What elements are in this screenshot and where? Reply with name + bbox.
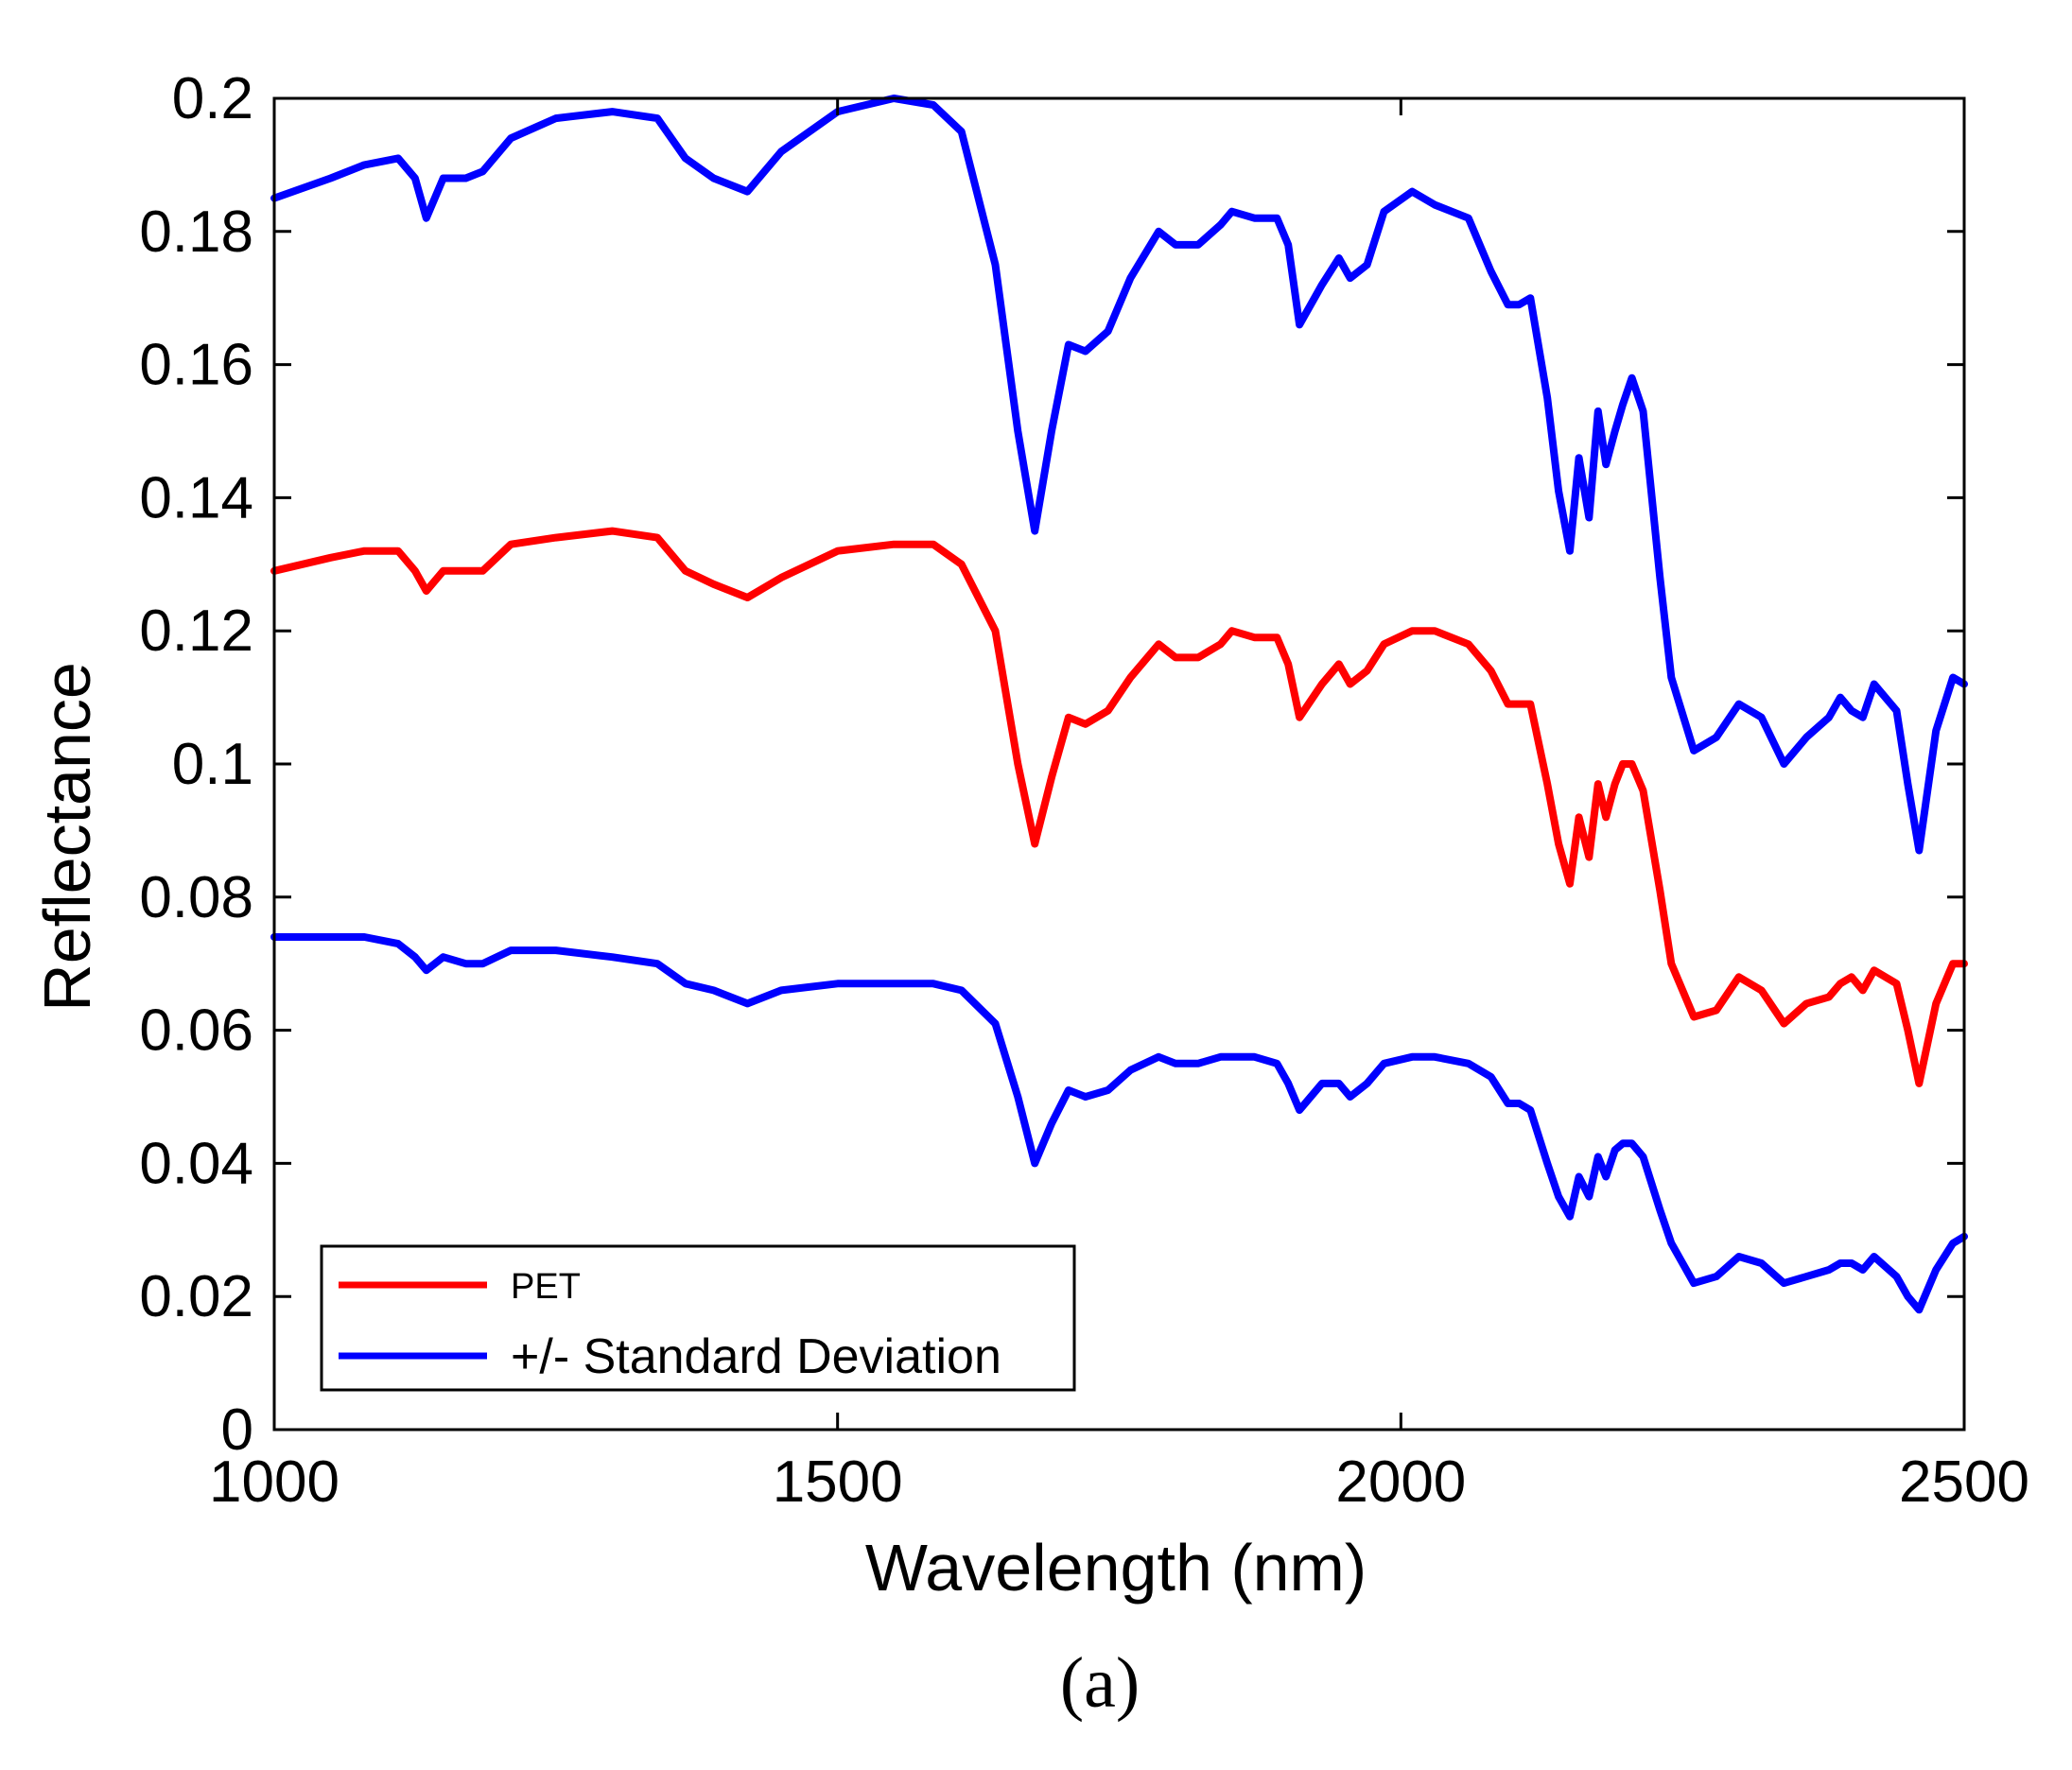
- x-tick-label: 2000: [1335, 1449, 1466, 1515]
- y-tick-label: 0.02: [139, 1264, 253, 1329]
- y-tick-label: 0: [221, 1397, 253, 1463]
- y-axis-ticks: 0 0.02 0.04 0.06 0.08 0.1 0.12 0.14 0.16 0.18 0.2: [139, 66, 1964, 1463]
- x-tick-label: 1500: [773, 1449, 903, 1515]
- y-tick-label: 0.12: [139, 599, 253, 664]
- x-tick-label: 1000: [209, 1449, 340, 1515]
- y-tick-label: 0.1: [172, 732, 253, 797]
- x-axis-label: Wavelength (nm): [865, 1531, 1367, 1605]
- series-line-upper-std: [270, 95, 1968, 855]
- series-line-pet: [270, 527, 1968, 1087]
- y-tick-label: 0.14: [139, 465, 253, 530]
- plot-frame: [272, 96, 1966, 1432]
- y-axis-label: Reflectance: [30, 662, 104, 1012]
- y-tick-label: 0.06: [139, 998, 253, 1064]
- y-tick-label: 0.08: [139, 865, 253, 930]
- legend-box: [320, 1244, 1076, 1392]
- y-tick-label: 0.18: [139, 200, 253, 265]
- legend-label-pet: PET: [511, 1267, 581, 1307]
- legend: PET +/- Standard Deviation: [320, 1244, 1076, 1392]
- y-tick-label: 0.16: [139, 333, 253, 398]
- x-axis-ticks: 1000 1500 2000 2500: [209, 98, 2029, 1515]
- series-line-lower-std: [270, 933, 1968, 1314]
- legend-label-std: +/- Standard Deviation: [511, 1329, 1001, 1384]
- figure-caption: (a): [1060, 1643, 1140, 1723]
- y-tick-label: 0.2: [172, 66, 253, 131]
- series-layer: [270, 95, 1968, 1314]
- x-tick-label: 2500: [1899, 1449, 2029, 1515]
- y-tick-label: 0.04: [139, 1131, 253, 1196]
